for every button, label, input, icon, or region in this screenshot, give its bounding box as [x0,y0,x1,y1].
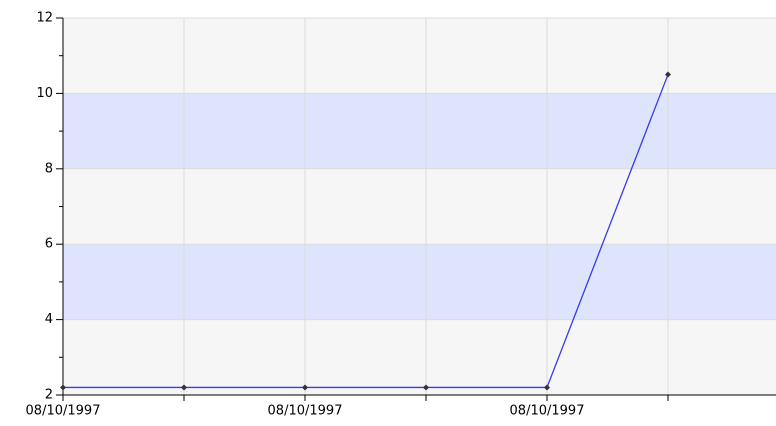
data-point [423,384,429,391]
plot-band [63,168,776,245]
data-point [60,384,66,391]
y-tick-label: 10 [36,86,53,101]
data-point [665,71,671,78]
plot-band [63,319,776,395]
plot-band [63,93,776,169]
x-tick-label: 08/10/1997 [510,404,585,419]
y-tick-label: 4 [45,312,53,327]
plot-band [63,18,776,94]
data-point [544,384,550,391]
y-tick-label: 6 [45,237,53,252]
plot-band [63,244,776,320]
x-tick-label: 08/10/1997 [268,404,343,419]
x-tick-label: 08/10/1997 [26,404,101,419]
data-point [302,384,308,391]
y-tick-label: 12 [36,11,53,26]
series-line [63,74,669,389]
y-tick-label: 8 [45,161,53,176]
data-point [181,384,187,391]
y-tick-label: 2 [45,388,53,403]
